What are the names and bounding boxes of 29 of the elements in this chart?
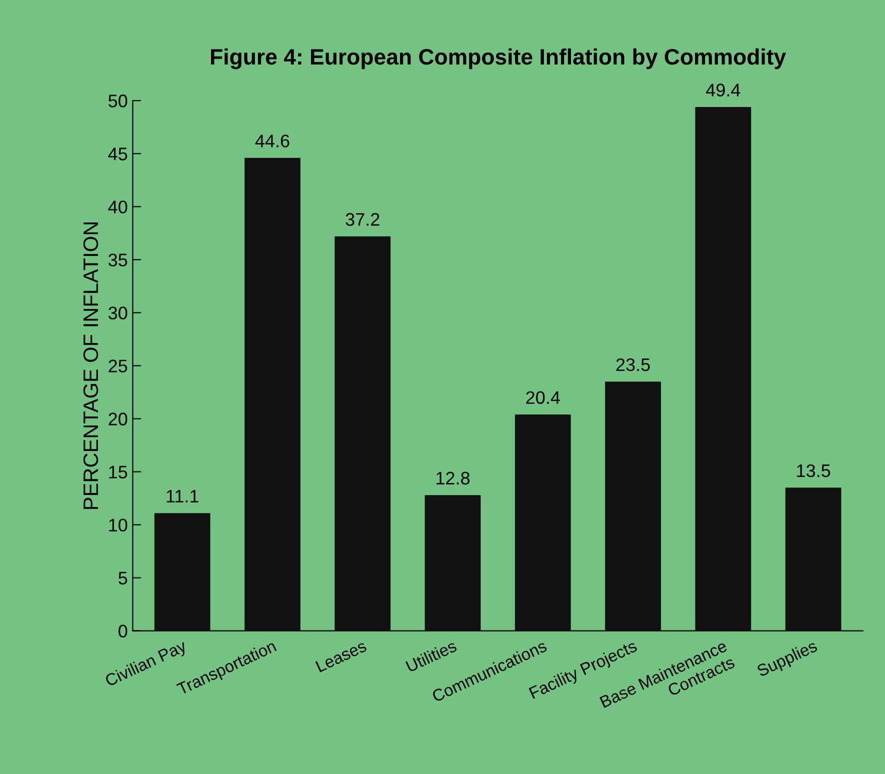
y-tick-label: 50 bbox=[108, 94, 128, 108]
bar bbox=[424, 495, 481, 631]
bar bbox=[334, 236, 391, 631]
data-label: 23.5 bbox=[616, 358, 650, 372]
data-label: 13.5 bbox=[797, 464, 830, 478]
y-tick-label: 45 bbox=[108, 148, 128, 160]
data-label: 11.1 bbox=[166, 490, 198, 502]
bar bbox=[154, 513, 210, 631]
bar bbox=[244, 158, 300, 631]
y-axis-title: PERCENTAGE OF INFLATION bbox=[83, 222, 98, 509]
chart-title: Figure 4: European Composite Inflation by Commodity bbox=[211, 48, 786, 70]
y-tick-label: 10 bbox=[109, 518, 128, 532]
bar bbox=[514, 414, 571, 631]
y-tick-label: 15 bbox=[109, 466, 128, 478]
bar bbox=[695, 106, 752, 631]
y-tick-label: 5 bbox=[118, 572, 128, 585]
y-tick-label: 25 bbox=[108, 360, 128, 372]
y-tick-label: 40 bbox=[108, 200, 128, 214]
bar bbox=[605, 382, 661, 631]
y-tick-label: 20 bbox=[108, 412, 128, 426]
y-tick-label: 0 bbox=[118, 624, 128, 638]
bar bbox=[785, 488, 842, 631]
data-label: 44.6 bbox=[255, 134, 290, 148]
data-label: 20.4 bbox=[526, 391, 560, 404]
data-label: 12.8 bbox=[436, 472, 470, 485]
y-tick-label: 30 bbox=[108, 306, 128, 320]
y-tick-label: 35 bbox=[108, 254, 128, 266]
data-label: 49.4 bbox=[706, 84, 740, 96]
data-label: 37.2 bbox=[346, 213, 380, 226]
